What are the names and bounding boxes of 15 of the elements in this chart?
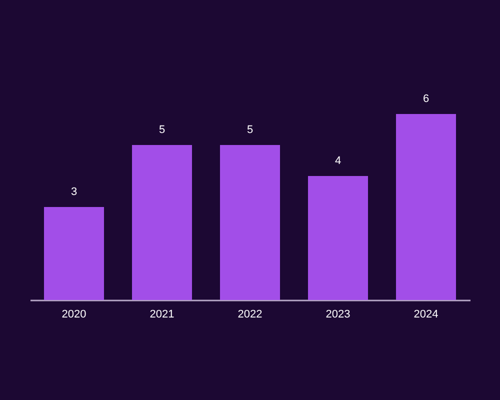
bar — [308, 176, 368, 300]
x-tick-label: 2020 — [62, 308, 86, 320]
data-label: 5 — [158, 124, 166, 136]
x-tick-label: 2024 — [414, 308, 438, 320]
x-tick-label: 2023 — [326, 308, 350, 320]
data-label: 6 — [422, 93, 430, 105]
data-label: 4 — [334, 155, 342, 167]
bar — [132, 145, 192, 300]
data-label: 5 — [246, 124, 254, 136]
x-tick-label: 2022 — [238, 308, 262, 320]
bar — [396, 114, 456, 300]
bar — [44, 207, 104, 300]
data-label: 3 — [70, 186, 78, 198]
x-tick-label: 2021 — [150, 308, 174, 320]
bar — [220, 145, 280, 300]
